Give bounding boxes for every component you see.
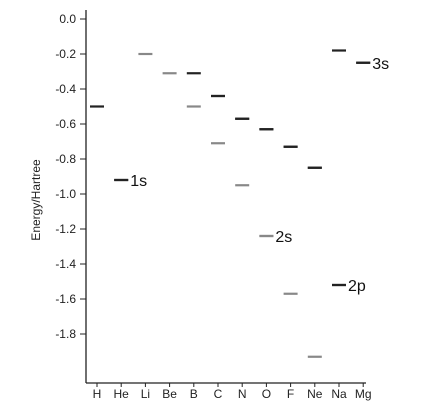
y-tick-label: -1.6 (55, 292, 76, 306)
x-tick-label: Li (141, 387, 150, 401)
y-tick-label: -1.4 (55, 257, 76, 271)
level-label-2p: 2p (348, 278, 366, 295)
x-tick-label: Mg (355, 387, 372, 401)
y-tick-label: -1.2 (55, 222, 76, 236)
level-label-3s: 3s (372, 56, 389, 73)
y-tick-label: -0.6 (55, 117, 76, 131)
y-tick-label: -0.4 (55, 82, 76, 96)
y-ticks: 0.0 -0.2 -0.4 -0.6 -0.8 -1.0 -1.2 -1.4 -1.6 -1.8 (55, 12, 86, 341)
x-tick-label: H (93, 387, 102, 401)
x-tick-label: C (214, 387, 223, 401)
x-tick-label: He (114, 387, 130, 401)
y-tick-label: 0.0 (59, 12, 76, 26)
y-tick-label: -0.8 (55, 152, 76, 166)
x-tick-label: B (190, 387, 198, 401)
level-labels: 1s 2s 2p 3s (114, 56, 389, 295)
y-tick-label: -1.0 (55, 187, 76, 201)
x-tick-label: Ne (307, 387, 323, 401)
x-tick-label: F (287, 387, 294, 401)
x-tick-label: Na (331, 387, 347, 401)
x-tick-label: N (238, 387, 247, 401)
x-tick-label: O (262, 387, 271, 401)
energy-level-marks (90, 49, 371, 358)
level-label-1s: 1s (130, 173, 147, 190)
level-label-2s: 2s (275, 229, 292, 246)
x-ticks: H He Li Be B C N O F Ne Na Mg (93, 383, 372, 401)
y-tick-label: -0.2 (55, 47, 76, 61)
axes (85, 10, 366, 384)
y-axis-label: Energy/Hartree (29, 159, 43, 241)
y-tick-label: -1.8 (55, 327, 76, 341)
x-tick-label: Be (162, 387, 177, 401)
